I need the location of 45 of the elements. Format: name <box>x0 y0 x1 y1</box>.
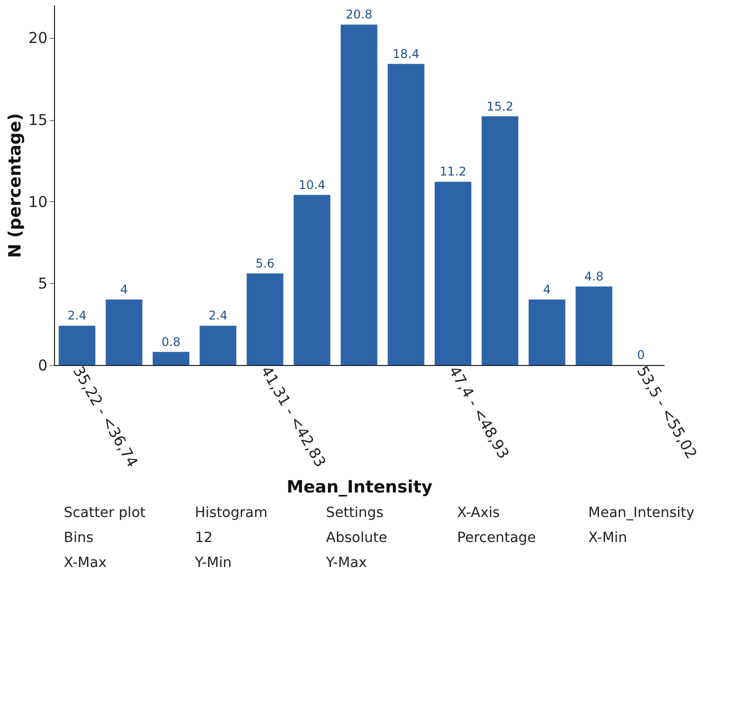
bar <box>294 194 330 365</box>
bar <box>528 300 566 365</box>
bar <box>482 116 518 365</box>
x-axis-title: Mean_Intensity <box>286 478 432 498</box>
bar <box>388 64 424 365</box>
y-tick-label: 0 <box>38 356 48 374</box>
data-label: 5.6 <box>255 256 275 270</box>
text: Histogram <box>194 505 268 521</box>
text: 12 <box>194 530 213 546</box>
data-label: 0.8 <box>161 334 181 349</box>
data-label: 2.4 <box>208 308 228 323</box>
data-label: 4 <box>543 282 551 297</box>
bar <box>576 286 612 365</box>
data-label: 4 <box>120 282 128 297</box>
data-label: 15.2 <box>486 99 514 114</box>
text: Mean_Intensity <box>588 505 694 521</box>
data-label: 0 <box>637 348 645 362</box>
text: Y-Min <box>194 555 232 571</box>
text: Scatter plot <box>64 505 146 521</box>
y-tick-label: 10 <box>28 192 48 211</box>
data-label: 4.8 <box>584 269 604 284</box>
text: Percentage <box>457 530 536 546</box>
text: X-Axis <box>457 505 500 521</box>
y-axis-title: N (percentage) <box>5 113 26 258</box>
y-tick-label: 20 <box>28 29 48 48</box>
data-label: 11.2 <box>440 164 466 179</box>
text: X-Max <box>64 555 107 571</box>
text: Bins <box>64 530 94 546</box>
data-label: 18.4 <box>392 46 420 61</box>
text: Absolute <box>326 530 388 546</box>
bar <box>200 326 236 365</box>
y-tick-label: 5 <box>38 274 48 293</box>
text: X-Min <box>588 530 628 546</box>
bar <box>106 300 142 365</box>
data-label: 10.4 <box>298 178 326 192</box>
data-label: 2.4 <box>67 308 87 323</box>
text: Settings <box>326 505 384 521</box>
bar <box>246 273 284 365</box>
bar <box>58 326 96 365</box>
bar <box>434 182 472 365</box>
bar <box>152 352 190 365</box>
data-label: 20.8 <box>346 8 372 22</box>
text: Y-Max <box>325 555 367 571</box>
bar <box>340 24 378 365</box>
y-tick-label: 15 <box>28 111 48 130</box>
